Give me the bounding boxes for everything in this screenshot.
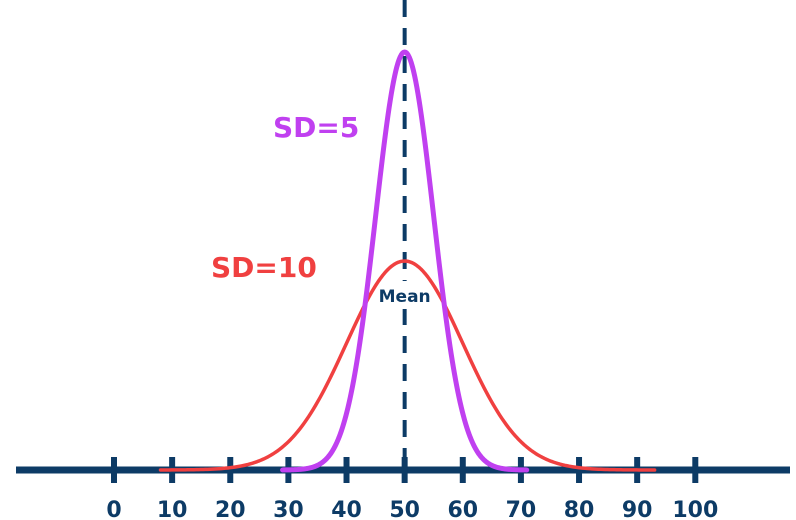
x-tick-label-100: 100 [672, 498, 718, 520]
x-tick-label-10: 10 [157, 498, 188, 520]
series-labels: SD=10 SD=5 [211, 111, 359, 284]
mean-annotation: Mean [372, 0, 437, 466]
x-tick-label-0: 0 [106, 498, 121, 520]
series-label-sd-5: SD=5 [273, 111, 359, 144]
x-tick-label-60: 60 [447, 498, 478, 520]
curve-sd-10 [158, 259, 657, 472]
curves [158, 49, 657, 473]
mean-label: Mean [379, 287, 431, 307]
x-axis: 0 10 20 30 40 50 60 70 80 90 100 [16, 457, 790, 520]
x-tick-label-20: 20 [215, 498, 246, 520]
x-tick-label-80: 80 [564, 498, 595, 520]
mean-label-background [372, 281, 437, 309]
x-tick-label-90: 90 [622, 498, 653, 520]
x-tick-label-50: 50 [389, 498, 420, 520]
curve-sd-5 [280, 49, 530, 473]
series-label-sd-10: SD=10 [211, 251, 317, 284]
x-tick-label-30: 30 [273, 498, 304, 520]
x-tick-label-70: 70 [506, 498, 537, 520]
x-tick-label-40: 40 [331, 498, 362, 520]
